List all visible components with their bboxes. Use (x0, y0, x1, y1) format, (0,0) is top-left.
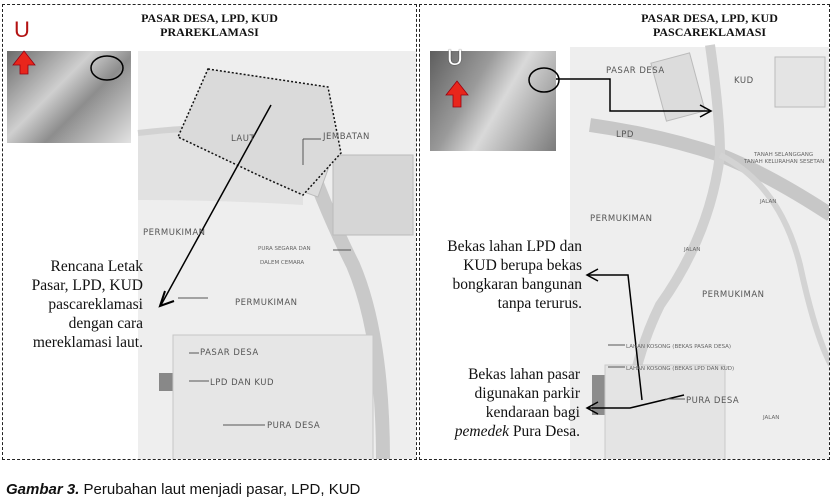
label-lahan-1: LAHAN KOSONG (BEKAS PASAR DESA) (626, 344, 731, 350)
label-pura-desa: PURA DESA (686, 396, 739, 406)
label-lpd: LPD (616, 130, 634, 140)
compass-letter: U (14, 17, 30, 42)
photo-circle (528, 67, 560, 93)
label-pura-segara-1: PURA SEGARA DAN (258, 246, 311, 252)
block-pura-segara (332, 154, 414, 236)
label-lahan-2: LAHAN KOSONG (BEKAS LPD DAN KUD) (626, 366, 734, 372)
compass-letter: U (447, 45, 463, 70)
aerial-photo-post (430, 51, 556, 151)
label-pura-segara-2: DALEM CEMARA (260, 260, 304, 266)
title-pascareklamasi: PASAR DESA, LPD, KUD PASCAREKLAMASI (641, 11, 778, 39)
arrow-note2 (585, 401, 599, 415)
label-jembatan: JEMBATAN (322, 132, 370, 142)
label-small-1: TANAH SELANGGANG (753, 152, 813, 158)
label-small-2: TANAH KELURAHAN SESETAN (743, 159, 824, 165)
label-pasar-desa: PASAR DESA (200, 348, 259, 358)
label-permukiman-1: PERMUKIMAN (143, 228, 206, 238)
arrow-to-site (699, 104, 713, 118)
note-bekas-pasar: Bekas lahan pasar digunakan parkir kendara… (454, 366, 580, 440)
map-prereklamasi: LAUT JEMBATAN PERMUKIMAN PERMUKIMAN PURA… (137, 51, 416, 459)
arrow-note1 (585, 268, 599, 282)
north-arrow-icon (12, 50, 36, 75)
label-lpd-kud: LPD DAN KUD (210, 378, 274, 388)
panel-prereklamasi: LAUT JEMBATAN PERMUKIMAN PERMUKIMAN PURA… (2, 4, 417, 460)
label-pura-desa: PURA DESA (267, 421, 320, 431)
north-arrow-icon (445, 80, 469, 108)
label-jalan-1: JALAN (759, 199, 776, 205)
label-jalan-2: JALAN (683, 247, 700, 253)
map-pascareklamasi: PASAR DESA KUD LPD TANAH SELANGGANG TANA… (555, 44, 829, 459)
note-rencana: Rencana Letak Pasar, LPD, KUD pascareklama… (31, 258, 143, 351)
reclamation-area (177, 68, 342, 196)
label-jalan-3: JALAN (762, 415, 779, 421)
label-permukiman-1: PERMUKIMAN (590, 214, 653, 224)
panel-pascareklamasi: PASAR DESA KUD LPD TANAH SELANGGANG TANA… (419, 4, 830, 460)
figure-caption: Gambar 3. Perubahan laut menjadi pasar, … (6, 481, 361, 498)
label-kud: KUD (734, 76, 754, 86)
label-permukiman-2: PERMUKIMAN (702, 290, 765, 300)
photo-circle (90, 55, 124, 81)
label-laut: LAUT (231, 134, 255, 144)
label-permukiman-2: PERMUKIMAN (235, 298, 298, 308)
label-pasar-desa: PASAR DESA (606, 66, 665, 76)
note-arrow (158, 290, 175, 308)
title-prereklamasi: PASAR DESA, LPD, KUD PRAREKLAMASI (141, 11, 278, 39)
note-bekas-lpd: Bekas lahan LPD dan KUD berupa bekas bongk… (447, 238, 582, 312)
